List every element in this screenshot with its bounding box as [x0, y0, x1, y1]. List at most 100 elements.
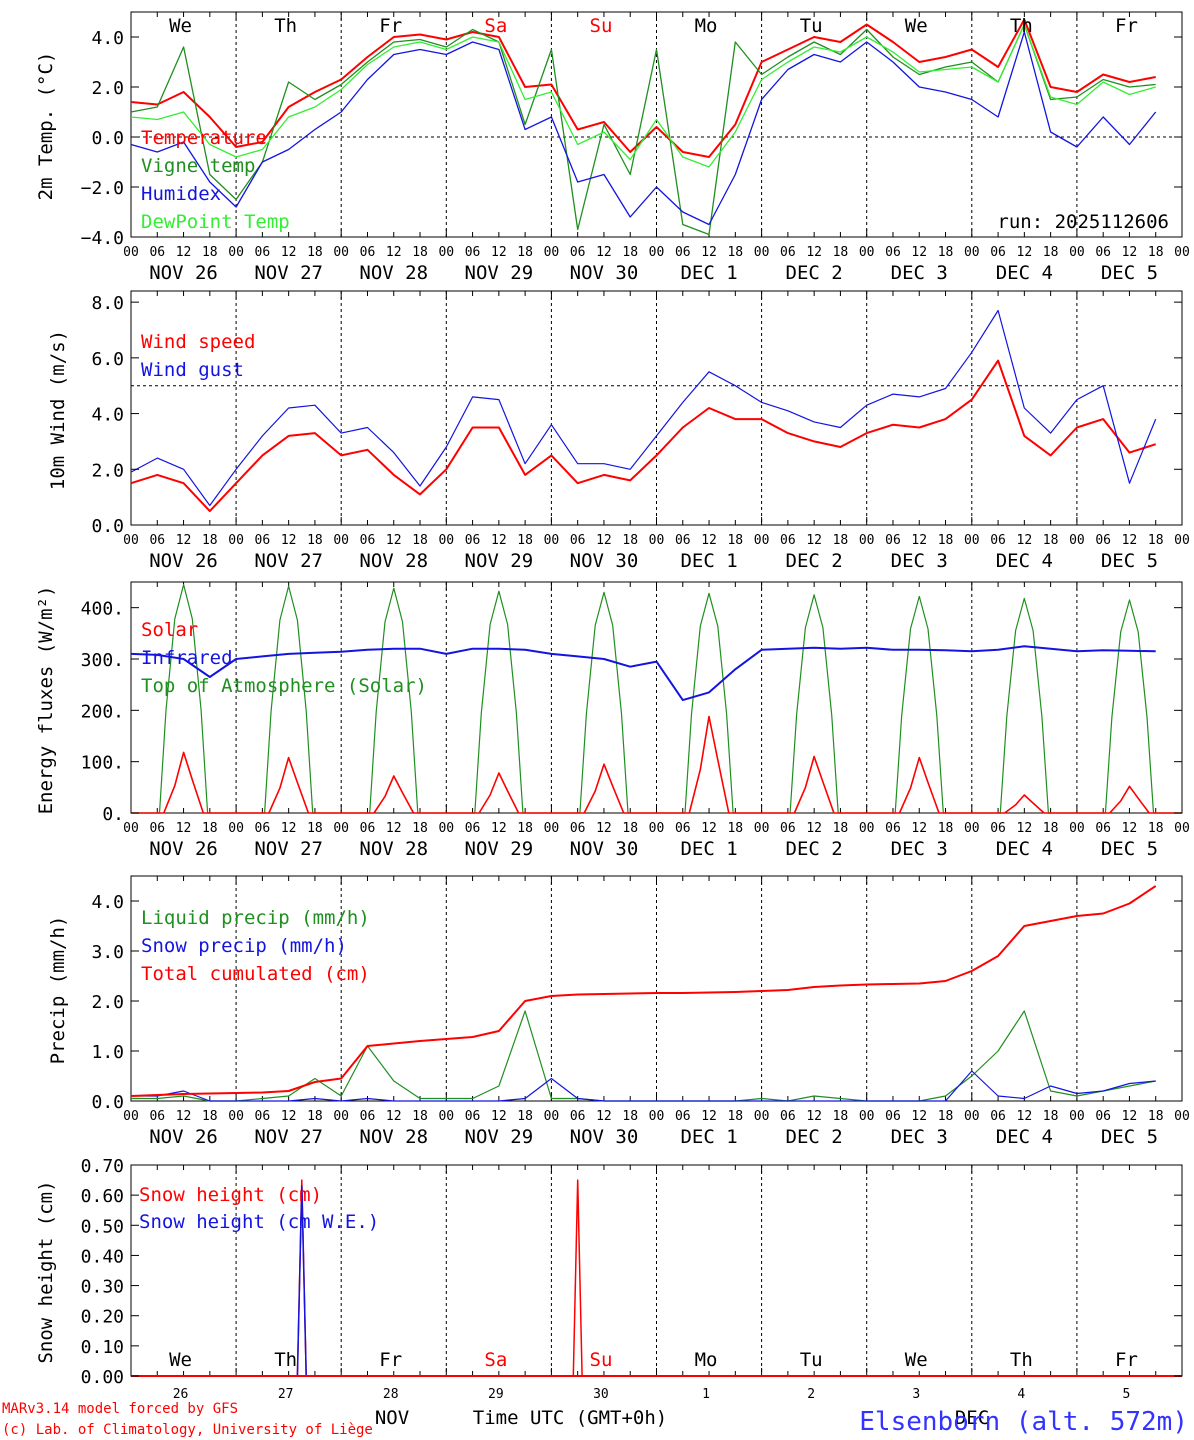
hour-label: 12 [911, 821, 927, 836]
y-tick-label: 400. [81, 599, 124, 620]
hour-label: 12 [386, 533, 402, 548]
hour-label: 00 [1174, 1109, 1190, 1124]
hour-label: 00 [544, 245, 560, 260]
hour-label: 00 [438, 1109, 454, 1124]
date-label: DEC 1 [680, 550, 737, 572]
date-label: DEC 2 [786, 838, 843, 860]
precip-grid [130, 876, 1183, 1101]
hour-label: 12 [386, 821, 402, 836]
hour-label: 18 [1148, 821, 1164, 836]
wind-grid [130, 291, 1183, 525]
hour-label: 06 [885, 533, 901, 548]
hour-label: 18 [202, 533, 218, 548]
day-number-label: 27 [278, 1387, 294, 1402]
hour-label: 06 [1095, 533, 1111, 548]
snow-height-spike [572, 1179, 583, 1377]
hour-label: 00 [333, 821, 349, 836]
date-label: DEC 1 [680, 1126, 737, 1148]
date-label: DEC 5 [1101, 262, 1158, 284]
day-of-week-label: Th [274, 15, 297, 37]
day-number-label: 1 [702, 1387, 710, 1402]
hour-label: 06 [570, 533, 586, 548]
hour-label: 00 [228, 245, 244, 260]
date-label: DEC 4 [996, 550, 1053, 572]
date-label: NOV 27 [254, 1126, 323, 1148]
date-label: NOV 30 [570, 550, 639, 572]
y-tick-label: 8.0 [91, 293, 124, 314]
precip-ylabel: Precip (mm/h) [47, 916, 69, 1065]
footer: NOV DEC Time UTC (GMT+0h) MARv3.14 model… [2, 1401, 1188, 1438]
y-tick-label: 0.20 [81, 1307, 124, 1328]
hour-label: 12 [491, 533, 507, 548]
date-label: DEC 1 [680, 838, 737, 860]
hour-label: 00 [1069, 245, 1085, 260]
legend-liquid-precip: Liquid precip (mm/h) [141, 907, 370, 929]
hour-label: 06 [675, 1109, 691, 1124]
hour-label: 18 [1043, 245, 1059, 260]
dewpoint-temp-line [130, 23, 1156, 168]
hour-label: 18 [517, 821, 533, 836]
hour-label: 06 [885, 245, 901, 260]
day-of-week-label: We [905, 1349, 928, 1371]
hour-label: 00 [649, 821, 665, 836]
day-of-week-label: Mo [695, 15, 718, 37]
hour-label: 12 [701, 1109, 717, 1124]
hour-label: 00 [1069, 533, 1085, 548]
day-of-week-label: Fr [379, 15, 402, 37]
hour-label: 12 [911, 1109, 927, 1124]
hour-label: 06 [360, 821, 376, 836]
hour-label: 00 [123, 245, 139, 260]
y-tick-label: 4.0 [91, 28, 124, 49]
legend-toa: Top of Atmosphere (Solar) [141, 675, 427, 697]
hour-label: 18 [202, 821, 218, 836]
hour-label: 12 [1122, 821, 1138, 836]
y-tick-label: 4.0 [91, 892, 124, 913]
hour-label: 00 [754, 533, 770, 548]
run-label: run: 2025112606 [997, 211, 1169, 233]
precip-panel: Precip (mm/h) 4.0 3.0 2.0 1.0 0.0 Liquid pre… [47, 875, 1190, 1148]
hour-label: 12 [701, 245, 717, 260]
credit-line-2: (c) Lab. of Climatology, University of L… [2, 1422, 373, 1438]
snow-we-spike [296, 1185, 307, 1377]
temperature-line [130, 18, 1156, 158]
day-of-week-label: Su [590, 1349, 613, 1371]
date-label: DEC 1 [680, 262, 737, 284]
hour-label: 18 [307, 533, 323, 548]
date-label: NOV 30 [570, 838, 639, 860]
energy-y-ticks: 400. 300. 200. 100. 0. [81, 599, 1182, 825]
hour-label: 12 [1122, 245, 1138, 260]
solar-line [131, 715, 1182, 814]
hour-label: 18 [517, 533, 533, 548]
wind-speed-line [130, 359, 1157, 513]
hour-label: 12 [806, 245, 822, 260]
date-label: NOV 29 [465, 838, 534, 860]
hour-label: 00 [1069, 1109, 1085, 1124]
hour-label: 00 [123, 1109, 139, 1124]
hour-label: 12 [1122, 533, 1138, 548]
date-label: DEC 5 [1101, 838, 1158, 860]
legend-total-cumulated: Total cumulated (cm) [141, 963, 370, 985]
date-label: NOV 29 [465, 550, 534, 572]
day-of-week-label: Th [1010, 1349, 1033, 1371]
wind-y-ticks: 8.0 6.0 4.0 2.0 0.0 [91, 293, 1182, 537]
hour-label: 12 [386, 1109, 402, 1124]
day-number-label: 28 [383, 1387, 399, 1402]
hour-label: 00 [1174, 245, 1190, 260]
energy-grid [130, 582, 1183, 813]
date-label: NOV 29 [465, 262, 534, 284]
date-label: DEC 5 [1101, 1126, 1158, 1148]
hour-label: 12 [596, 821, 612, 836]
hour-label: 18 [307, 821, 323, 836]
hour-label: 00 [544, 1109, 560, 1124]
day-of-week-label: Mo [695, 1349, 718, 1371]
temperature-frame [130, 11, 1183, 238]
hour-label: 18 [622, 1109, 638, 1124]
hour-label: 06 [1095, 1109, 1111, 1124]
hour-label: 00 [438, 821, 454, 836]
hour-label: 06 [675, 533, 691, 548]
hour-label: 00 [964, 1109, 980, 1124]
hour-label: 12 [911, 245, 927, 260]
hour-label: 06 [990, 533, 1006, 548]
energy-panel: Energy fluxes (W/m²) 400.300.200.100.0. … [35, 581, 1190, 860]
hour-label: 18 [412, 245, 428, 260]
